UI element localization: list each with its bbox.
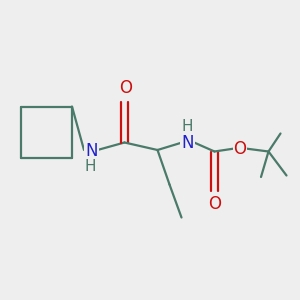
Text: N: N bbox=[85, 142, 98, 160]
Text: O: O bbox=[233, 140, 247, 158]
Text: O: O bbox=[119, 79, 133, 97]
Text: H: H bbox=[84, 159, 96, 174]
Text: O: O bbox=[208, 195, 221, 213]
Text: H: H bbox=[182, 119, 193, 134]
Text: N: N bbox=[181, 134, 194, 152]
